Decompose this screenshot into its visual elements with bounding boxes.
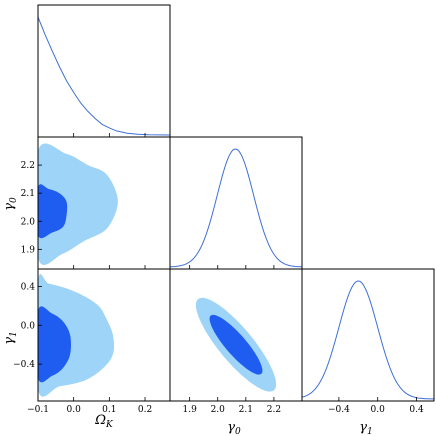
x-tick-label-omega-k: −0.1 — [27, 405, 49, 415]
panels-layer — [37, 4, 435, 402]
y-axis-label-gamma0: γ0 — [2, 197, 19, 211]
x-tick-label-gamma0: 2.1 — [239, 405, 253, 415]
y-axis-label-gamma1: γ1 — [2, 331, 19, 345]
x-tick-label-omega-k: 0.1 — [102, 405, 116, 415]
x-tick-label-gamma0: 1.9 — [182, 405, 197, 415]
pdf-curve-omega-k — [38, 16, 170, 136]
pdf-curve-gamma0 — [170, 148, 302, 268]
y-tick-label-gamma1: 0.0 — [21, 321, 36, 331]
x-axis-label-gamma1: γ1 — [359, 420, 373, 436]
x-tick-label-gamma1: 0.4 — [409, 405, 424, 415]
pdf-curve-gamma1 — [302, 280, 434, 400]
panel-frame-gamma1-gamma1 — [301, 268, 435, 402]
x-tick-label-gamma0: 2.2 — [267, 405, 281, 415]
panel-frame-gamma0-gamma0 — [169, 136, 303, 270]
x-tick-label-gamma1: 0.0 — [371, 405, 386, 415]
y-tick-label-gamma1: 0.4 — [21, 282, 36, 292]
x-tick-label-gamma1: −0.4 — [328, 405, 350, 415]
panel-frame-omega-k-omega-k — [37, 4, 171, 138]
x-axis-label-omega-k: ΩK — [94, 413, 114, 430]
y-tick-label-gamma0: 2.1 — [21, 189, 35, 199]
y-tick-label-gamma1: −0.4 — [13, 360, 35, 370]
contour-68-omega-k-gamma1 — [38, 306, 71, 383]
x-tick-label-omega-k: 0.2 — [138, 405, 152, 415]
contour-68-omega-k-gamma0 — [38, 184, 68, 239]
x-tick-label-gamma0: 2.0 — [211, 405, 226, 415]
y-tick-label-gamma0: 2.2 — [21, 161, 35, 171]
y-tick-label-gamma0: 2.0 — [21, 217, 36, 227]
y-tick-label-gamma0: 1.9 — [21, 245, 36, 255]
x-tick-label-omega-k: 0.0 — [67, 405, 82, 415]
ticks-layer: −0.1 0.0 0.1 0.2 1.9 2.0 2.1 2.2 −0.4 0.0 0.4 1.9 2.… — [13, 133, 424, 415]
x-axis-label-gamma0: γ0 — [227, 420, 241, 436]
contour-68-gamma0-gamma1 — [209, 314, 263, 375]
contour-95-omega-k-gamma0 — [38, 143, 118, 265]
